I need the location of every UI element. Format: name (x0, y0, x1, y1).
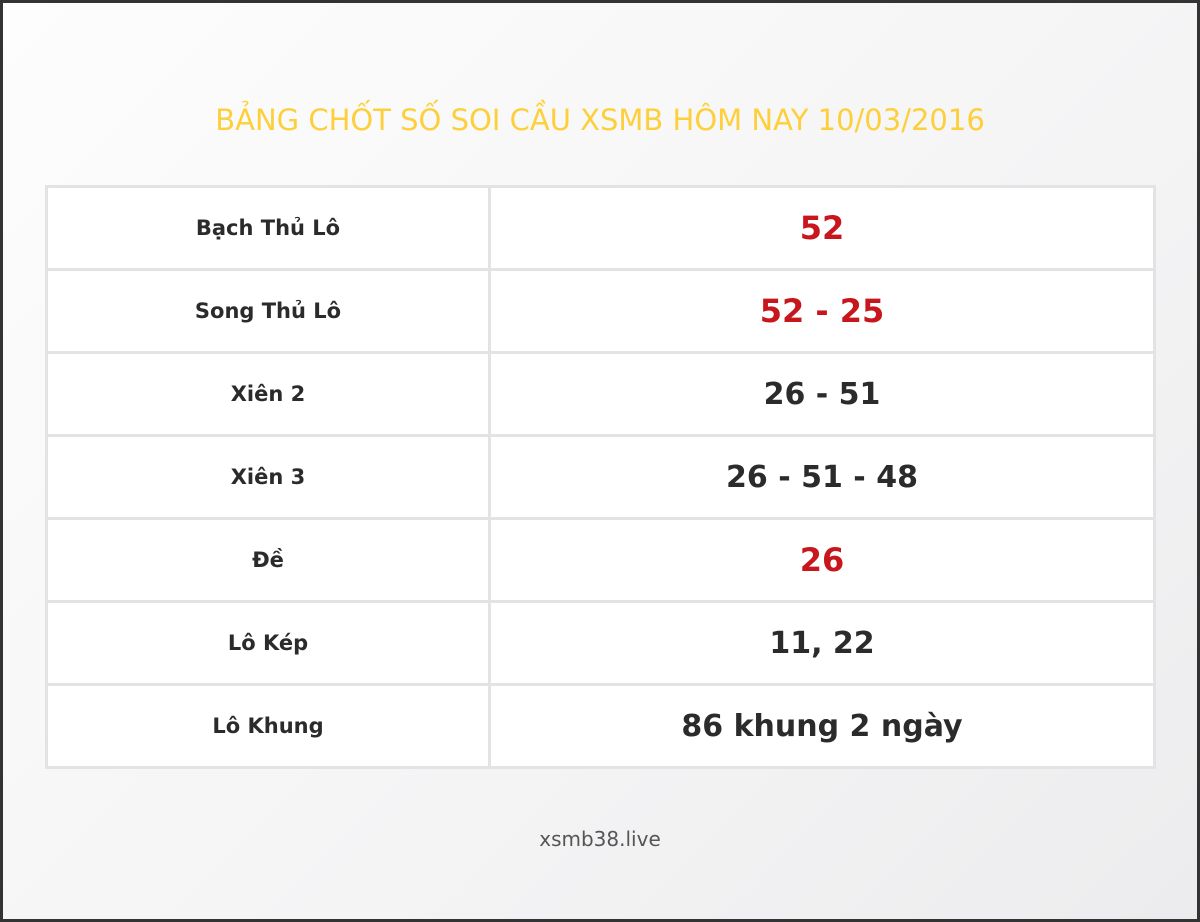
page-title: BẢNG CHỐT SỐ SOI CẦU XSMB HÔM NAY 10/03/… (215, 103, 985, 137)
row-value: 11, 22 (488, 600, 1156, 686)
row-label: Đề (45, 517, 491, 603)
row-value: 52 - 25 (488, 268, 1156, 354)
row-value: 26 - 51 - 48 (488, 434, 1156, 520)
row-value: 52 (488, 185, 1156, 271)
footer-site-link[interactable]: xsmb38.live (539, 827, 661, 851)
row-value: 86 khung 2 ngày (488, 683, 1156, 769)
table-row: Xiên 2 26 - 51 (45, 351, 1156, 437)
row-label: Lô Kép (45, 600, 491, 686)
prediction-table: Bạch Thủ Lô 52 Song Thủ Lô 52 - 25 Xiên 2 26 … (45, 185, 1156, 769)
row-label: Xiên 3 (45, 434, 491, 520)
table-row: Bạch Thủ Lô 52 (45, 185, 1156, 271)
row-value: 26 - 51 (488, 351, 1156, 437)
table-row: Xiên 3 26 - 51 - 48 (45, 434, 1156, 520)
row-label: Song Thủ Lô (45, 268, 491, 354)
table-row: Song Thủ Lô 52 - 25 (45, 268, 1156, 354)
row-label: Xiên 2 (45, 351, 491, 437)
row-label: Lô Khung (45, 683, 491, 769)
table-row: Lô Khung 86 khung 2 ngày (45, 683, 1156, 769)
table-row: Đề 26 (45, 517, 1156, 603)
row-value: 26 (488, 517, 1156, 603)
table-row: Lô Kép 11, 22 (45, 600, 1156, 686)
row-label: Bạch Thủ Lô (45, 185, 491, 271)
